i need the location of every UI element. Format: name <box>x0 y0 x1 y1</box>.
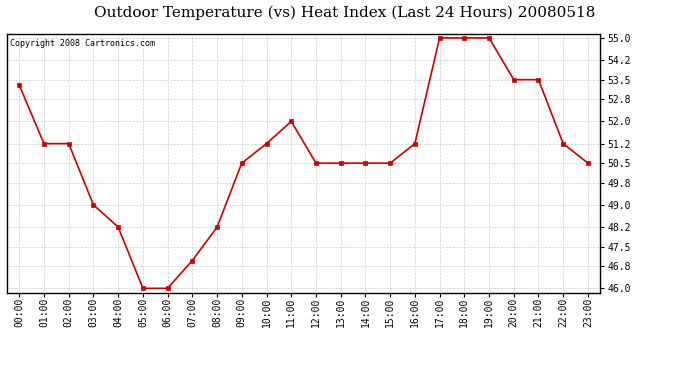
Text: Copyright 2008 Cartronics.com: Copyright 2008 Cartronics.com <box>10 39 155 48</box>
Text: Outdoor Temperature (vs) Heat Index (Last 24 Hours) 20080518: Outdoor Temperature (vs) Heat Index (Las… <box>95 6 595 20</box>
